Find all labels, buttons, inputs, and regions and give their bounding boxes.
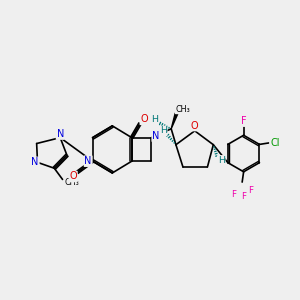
Text: O: O <box>69 172 77 182</box>
Text: F: F <box>248 186 253 195</box>
Text: H: H <box>160 126 167 135</box>
Text: O: O <box>191 121 199 130</box>
Text: N: N <box>32 158 39 167</box>
Polygon shape <box>171 113 178 129</box>
Text: N: N <box>56 129 64 139</box>
Text: F: F <box>241 116 246 126</box>
Text: Cl: Cl <box>270 138 280 148</box>
Text: H: H <box>218 156 225 165</box>
Text: CH₃: CH₃ <box>64 178 79 187</box>
Text: H: H <box>151 116 158 124</box>
Text: O: O <box>140 114 148 124</box>
Text: CH₃: CH₃ <box>176 105 190 114</box>
Text: N: N <box>85 156 92 166</box>
Text: N: N <box>152 131 160 141</box>
Text: F: F <box>231 190 236 199</box>
Text: F: F <box>241 192 246 201</box>
